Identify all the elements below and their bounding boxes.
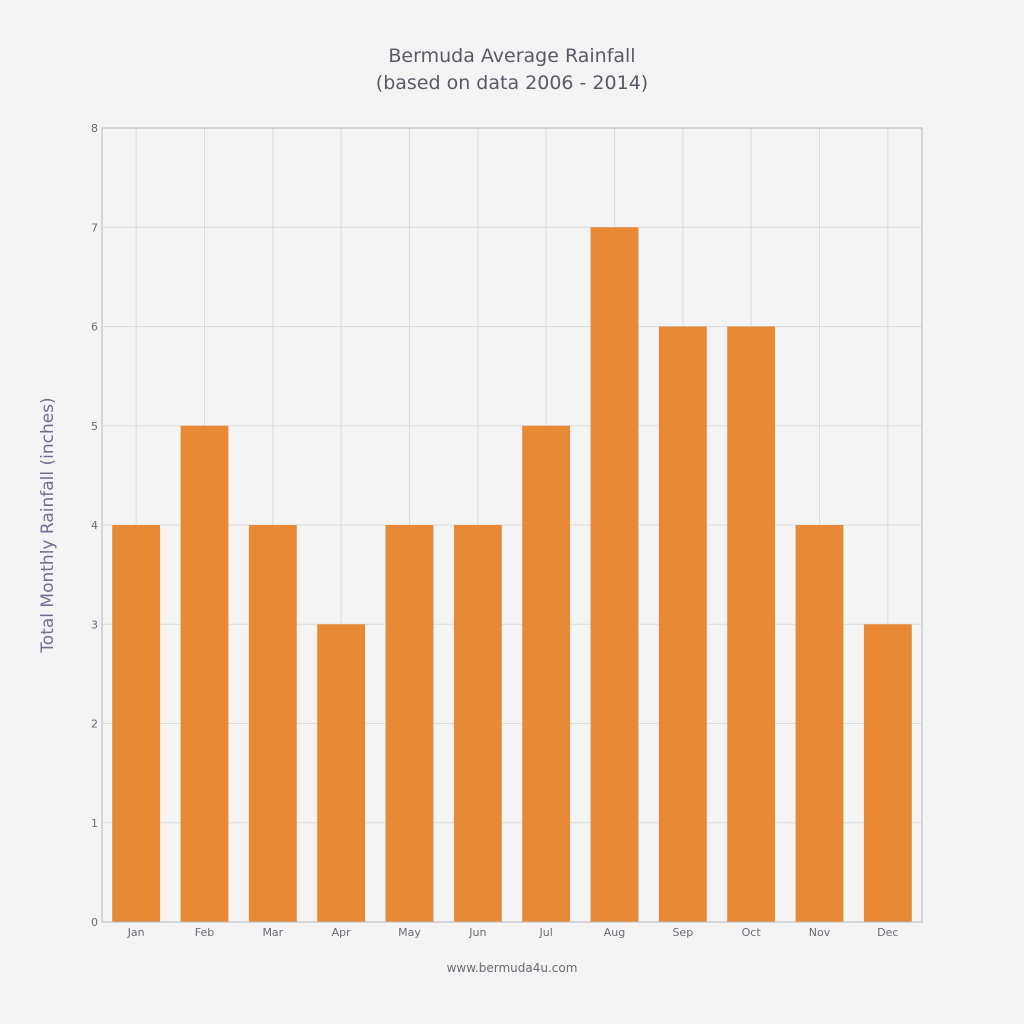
y-tick-label: 1 xyxy=(91,817,98,830)
x-tick-label: May xyxy=(398,926,421,939)
y-axis-label: Total Monthly Rainfall (inches) xyxy=(38,397,58,653)
y-tick-label: 6 xyxy=(91,321,98,334)
x-tick-labels: Jan Feb Mar Apr May Jun Jul Aug Sep Oct Nov Dec xyxy=(127,926,899,939)
y-tick-label: 8 xyxy=(91,122,98,135)
chart-subtitle: (based on data 2006 - 2014) xyxy=(375,72,649,94)
footer-credit: www.bermuda4u.com xyxy=(447,961,578,975)
bar-nov xyxy=(795,525,844,922)
bar-apr xyxy=(317,624,366,922)
x-tick-label: Apr xyxy=(332,926,352,939)
bar-sep xyxy=(658,326,707,922)
chart-title-block: Bermuda Average Rainfall (based on data … xyxy=(0,43,1024,97)
bar-aug xyxy=(590,227,639,922)
bar-dec xyxy=(863,624,912,922)
x-tick-label: Jan xyxy=(127,926,145,939)
y-tick-label: 3 xyxy=(91,618,98,631)
x-tick-label: Aug xyxy=(604,926,625,939)
y-tick-label: 5 xyxy=(91,420,98,433)
bar-jan xyxy=(112,525,161,922)
x-tick-label: Jun xyxy=(468,926,486,939)
x-tick-label: Feb xyxy=(195,926,214,939)
y-tick-label: 7 xyxy=(91,221,98,234)
bar-mar xyxy=(248,525,297,922)
y-tick-label: 0 xyxy=(91,916,98,929)
x-tick-label: Mar xyxy=(262,926,283,939)
x-tick-label: Dec xyxy=(877,926,898,939)
x-tick-label: Sep xyxy=(672,926,693,939)
bar-jul xyxy=(522,425,571,922)
y-tick-label: 2 xyxy=(91,718,98,731)
y-tick-label: 4 xyxy=(91,519,98,532)
x-tick-label: Oct xyxy=(742,926,762,939)
bar-jun xyxy=(453,525,502,922)
bar-may xyxy=(385,525,434,922)
bar-feb xyxy=(180,425,229,922)
plot-frame xyxy=(101,127,923,923)
chart-title: Bermuda Average Rainfall xyxy=(388,45,636,67)
x-tick-label: Jul xyxy=(539,926,553,939)
bars xyxy=(112,227,912,922)
x-tick-label: Nov xyxy=(809,926,831,939)
y-tick-labels: 0 1 2 3 4 5 6 7 8 xyxy=(91,122,98,929)
bar-oct xyxy=(727,326,776,922)
